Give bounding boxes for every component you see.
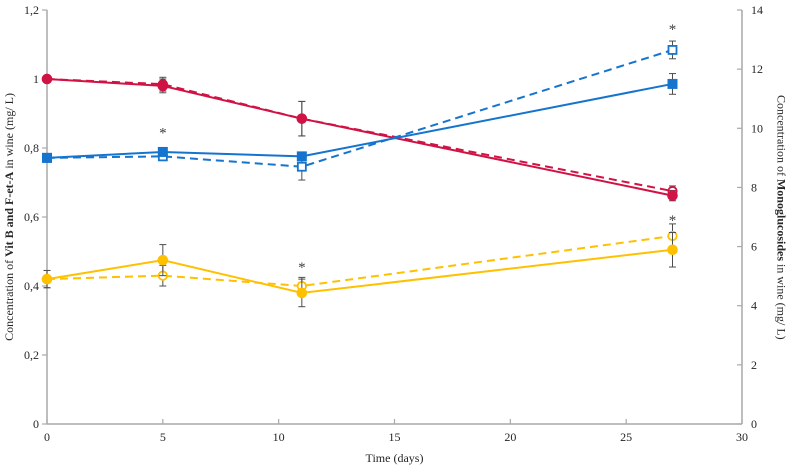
data-point-marker-blue-solid: [667, 78, 678, 89]
series-red-dashed: [41, 73, 678, 197]
x-axis-tick-label: 0: [44, 430, 50, 444]
series-yellow-dashed: [41, 223, 678, 296]
data-point-marker-red-solid: [667, 190, 678, 201]
series-blue-solid: [42, 73, 678, 163]
right-axis-tick-label: 10: [751, 121, 763, 135]
series-line-blue-dashed: [46, 48, 673, 168]
x-axis-tick-label: 10: [273, 430, 285, 444]
x-axis-tick-label: 30: [736, 430, 748, 444]
right-axis-tick-label: 8: [751, 180, 757, 194]
left-axis-tick-label: 1,2: [24, 3, 39, 17]
series-blue-dashed: [42, 40, 678, 181]
left-axis-tick-label: 0,2: [24, 348, 39, 362]
x-axis-tick-label: 5: [160, 430, 166, 444]
x-axis-tick-label: 25: [620, 430, 632, 444]
series-line-red-solid: [46, 78, 673, 197]
series-red-solid: [41, 73, 678, 202]
left-axis-tick-label: 0,4: [24, 279, 39, 293]
data-point-marker-blue-solid: [296, 151, 307, 162]
left-axis-tick-label: 1: [33, 72, 39, 86]
right-axis-title-text: Concentration of Monoglucosides in wine …: [774, 95, 789, 340]
data-point-marker-yellow-solid: [296, 287, 308, 299]
left-axis-tick-label: 0: [33, 417, 39, 431]
significance-asterisk: *: [159, 125, 167, 141]
right-axis-title: Concentration of Monoglucosides in wine …: [772, 10, 790, 424]
data-point-marker-red-solid: [157, 80, 169, 92]
data-point-marker-yellow-solid: [41, 273, 53, 285]
x-axis-title: Time (days): [365, 451, 424, 465]
left-axis-tick-label: 0,8: [24, 141, 39, 155]
right-axis-tick-label: 12: [751, 62, 763, 76]
data-point-marker-red-solid: [296, 113, 308, 124]
right-axis-tick-label: 14: [751, 3, 763, 17]
series-line-red-dashed: [46, 78, 673, 193]
significance-asterisk: *: [298, 260, 306, 276]
right-axis-title-suffix: in wine (mg/ L): [774, 260, 789, 340]
right-axis-tick-label: 0: [751, 417, 757, 431]
series-yellow-solid: [41, 232, 678, 308]
right-axis-tick-label: 4: [751, 299, 757, 313]
significance-asterisk: *: [669, 213, 677, 229]
series-line-yellow-dashed: [46, 234, 673, 288]
right-axis-tick-label: 6: [751, 240, 757, 254]
data-point-marker-yellow-solid: [157, 254, 169, 266]
x-axis-tick-label: 20: [504, 430, 516, 444]
left-axis-tick-label: 0,6: [24, 210, 39, 224]
right-axis-tick-label: 2: [751, 358, 757, 372]
right-axis-title-bold: Monoglucosides: [774, 178, 789, 261]
data-point-marker-blue-solid: [42, 152, 52, 163]
series-line-blue-solid: [46, 82, 673, 159]
significance-asterisk: *: [669, 22, 677, 38]
axes: 0 0,2 0,4 0,6 0,8 1 1,2 0 2 4 6 8 10 12 14 0 5 10 15 20 25 30: [24, 3, 763, 444]
data-point-marker-blue-dashed: [296, 161, 307, 172]
series-line-yellow-solid: [46, 248, 673, 294]
right-axis-title-prefix: Concentration of: [774, 94, 789, 179]
data-point-marker-red-solid: [41, 73, 53, 85]
x-axis-tick-label: 15: [389, 430, 401, 444]
data-point-marker-yellow-solid: [667, 244, 678, 256]
data-point-marker-blue-dashed: [667, 45, 678, 55]
data-point-marker-blue-solid: [157, 146, 168, 157]
